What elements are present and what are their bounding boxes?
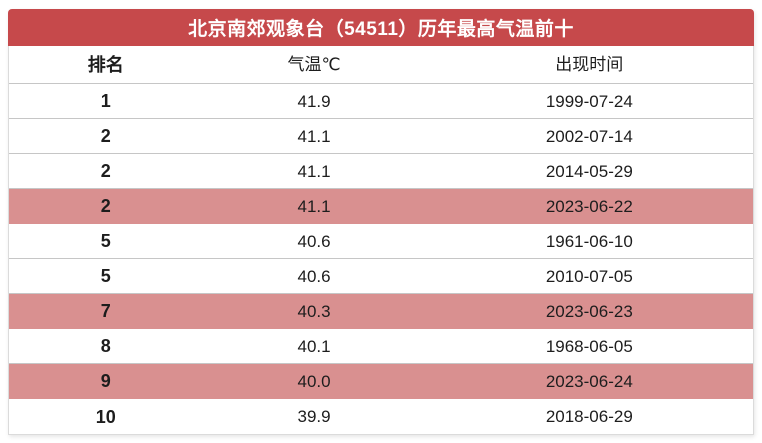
temperature-cell: 41.9 [297, 91, 331, 111]
temperature-cell: 41.1 [297, 196, 331, 216]
header-temperature: 气温℃ [287, 55, 341, 74]
temperature-table-card: 北京南郊观象台（54511）历年最高气温前十 排名 气温℃ 出现时间 1 41.9… [8, 9, 754, 435]
date-cell: 2014-05-29 [545, 161, 633, 181]
rank-cell: 2 [100, 161, 111, 181]
date-cell: 1961-06-10 [545, 231, 633, 251]
temperature-cell: 40.0 [297, 371, 331, 391]
table-row: 8 40.1 1968-06-05 [9, 329, 753, 364]
rank-cell: 1 [100, 91, 111, 111]
table-body: 1 41.9 1999-07-24 2 41.1 2002-07-14 2 41.1 2014-… [9, 84, 753, 434]
rank-cell: 2 [100, 126, 111, 146]
rank-cell: 9 [100, 371, 111, 391]
temperature-cell: 40.1 [297, 336, 331, 356]
temperature-cell: 41.1 [297, 126, 331, 146]
table-row: 9 40.0 2023-06-24 [9, 364, 753, 399]
date-cell: 1968-06-05 [545, 336, 633, 356]
rank-cell: 7 [100, 301, 111, 321]
temperature-cell: 40.6 [297, 231, 331, 251]
date-cell: 2002-07-14 [545, 126, 633, 146]
temperature-table: 排名 气温℃ 出现时间 1 41.9 1999-07-24 2 41.1 2002-07-… [8, 46, 754, 435]
header-rank: 排名 [87, 54, 124, 75]
table-row: 2 41.1 2014-05-29 [9, 154, 753, 189]
temperature-cell: 41.1 [297, 161, 331, 181]
date-cell: 1999-07-24 [545, 91, 633, 111]
rank-cell: 5 [100, 231, 111, 251]
table-row: 7 40.3 2023-06-23 [9, 294, 753, 329]
table-row: 2 41.1 2023-06-22 [9, 189, 753, 224]
table-row: 10 39.9 2018-06-29 [9, 399, 753, 434]
header-date: 出现时间 [555, 55, 624, 74]
table-row: 5 40.6 2010-07-05 [9, 259, 753, 294]
temperature-cell: 40.3 [297, 301, 331, 321]
table-row: 1 41.9 1999-07-24 [9, 84, 753, 119]
table-row: 5 40.6 1961-06-10 [9, 224, 753, 259]
table-title-bar: 北京南郊观象台（54511）历年最高气温前十 [8, 9, 754, 46]
table-row: 2 41.1 2002-07-14 [9, 119, 753, 154]
date-cell: 2023-06-22 [545, 196, 633, 216]
temperature-cell: 39.9 [297, 407, 331, 426]
table-title: 北京南郊观象台（54511）历年最高气温前十 [188, 19, 574, 40]
rank-cell: 8 [100, 336, 111, 356]
table-header-row: 排名 气温℃ 出现时间 [9, 46, 753, 84]
date-cell: 2018-06-29 [545, 407, 633, 426]
rank-cell: 5 [100, 266, 111, 286]
date-cell: 2023-06-23 [545, 301, 633, 321]
date-cell: 2010-07-05 [545, 266, 633, 286]
date-cell: 2023-06-24 [545, 371, 633, 391]
rank-cell: 10 [95, 406, 116, 427]
rank-cell: 2 [100, 196, 111, 216]
temperature-cell: 40.6 [297, 266, 331, 286]
